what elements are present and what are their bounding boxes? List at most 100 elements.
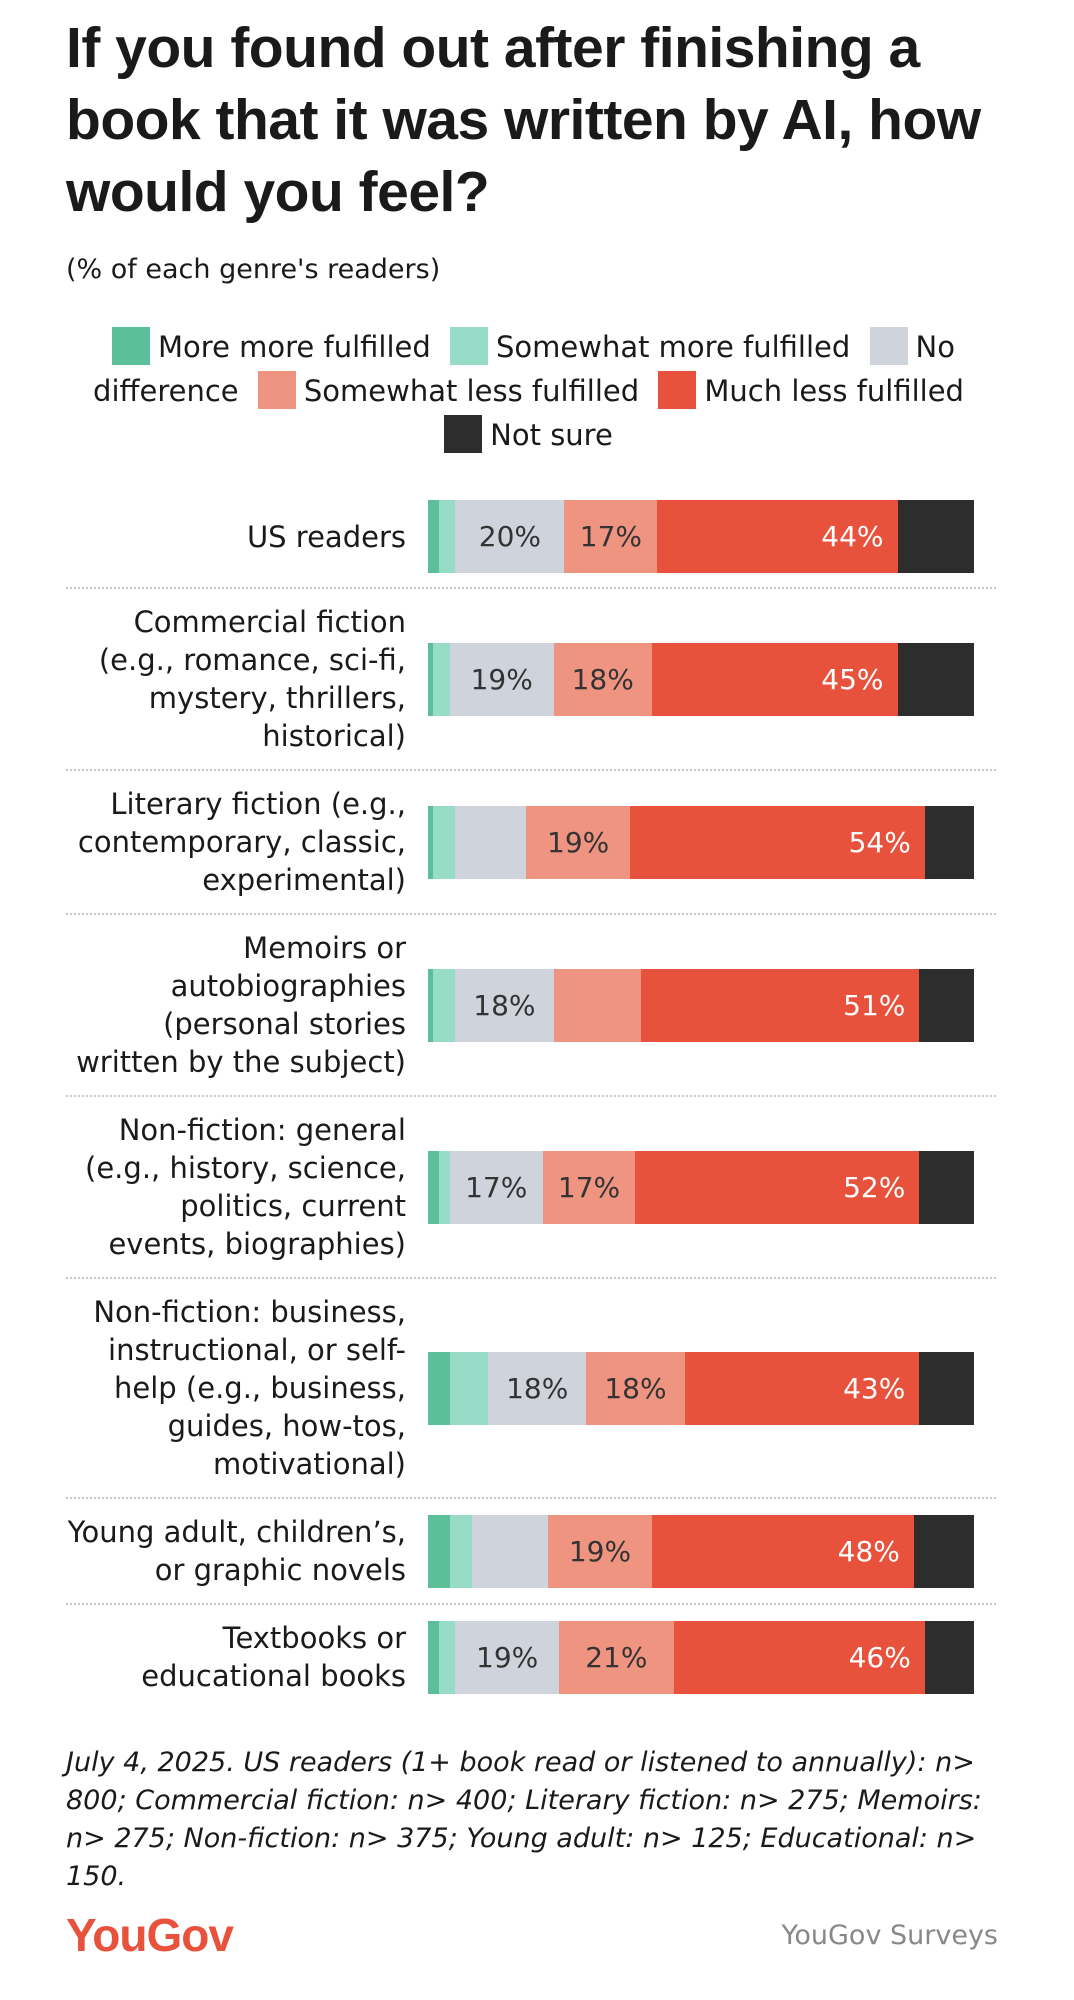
category-label: Memoirs or autobiographies (personal sto… (76, 931, 406, 1079)
bar-segment: 17% (564, 500, 658, 573)
value-label: 51% (843, 988, 906, 1022)
value-label: 19% (547, 825, 610, 859)
value-label: 17% (579, 520, 642, 553)
bar-segment (428, 1514, 450, 1588)
bar-row: Memoirs or autobiographies (personal sto… (66, 913, 996, 1095)
legend-swatch (112, 327, 151, 365)
bar-segment (449, 1351, 489, 1425)
legend-label: No difference (93, 330, 955, 408)
bar-segment (919, 1351, 974, 1425)
value-label: 20% (478, 520, 541, 553)
bar: 19% 54% (428, 805, 974, 879)
legend-item: No difference (93, 327, 955, 408)
legend-item: Somewhat more fulfilled (449, 327, 851, 365)
bar-segment (433, 968, 456, 1042)
legend-swatch (444, 415, 483, 453)
bar-segment (924, 805, 974, 879)
bar-row: Non-fiction: general (e.g., history, sci… (66, 1095, 996, 1277)
bar-segment: 45% (651, 642, 898, 716)
bar-segment (428, 500, 439, 573)
value-label: 21% (585, 1640, 648, 1674)
bar-segment: 51% (640, 968, 920, 1042)
bar-segment (438, 500, 456, 573)
bar-segment (553, 968, 641, 1042)
bar-row: Textbooks or educational books 19% 21% 46% (66, 1603, 996, 1709)
legend-swatch (257, 371, 296, 409)
bar: 19% 48% (428, 1514, 974, 1588)
category-label: Non-fiction: general (e.g., history, sci… (85, 1113, 406, 1261)
value-label: 45% (821, 662, 884, 696)
bar-segment: 18% (488, 1351, 587, 1425)
value-label: 17% (465, 1170, 528, 1204)
value-label: 19% (568, 1534, 632, 1568)
bar-segment: 21% (559, 1620, 674, 1694)
bar-row: Commercial fiction (e.g., romance, sci-f… (66, 587, 996, 769)
legend-label: More more fulfilled (158, 330, 431, 364)
legend-item: Somewhat less fulfilled (257, 371, 640, 409)
bar-segment (924, 1620, 974, 1694)
chart-title: If you found out after finishing a book … (66, 16, 981, 224)
bar-segment: 18% (553, 642, 652, 716)
category-label: Non-fiction: business, instructional, or… (93, 1295, 406, 1481)
bar-segment (428, 805, 434, 879)
legend-swatch (869, 327, 908, 365)
bar-segment: 20% (455, 500, 565, 573)
bar: 19% 21% 46% (428, 1620, 974, 1694)
value-label: 19% (470, 662, 533, 696)
bar-segment (428, 1351, 450, 1425)
bar-segment: 48% (651, 1514, 914, 1588)
bar: 17% 17% 52% (428, 1150, 974, 1224)
legend-label: Not sure (490, 418, 613, 452)
legend-item: More more fulfilled (112, 327, 431, 365)
bar-segment: 17% (449, 1150, 543, 1224)
source: YouGov Surveys (781, 1920, 998, 1951)
bar-segment (455, 805, 527, 879)
bar-segment (449, 1514, 472, 1588)
brand-logo: YouGov (66, 1909, 234, 1961)
bar-segment (919, 968, 974, 1042)
legend-item: Much less fulfilled (658, 371, 964, 409)
bar: 18% 18% 43% (428, 1351, 974, 1425)
subtitle: (% of each genre's readers) (66, 254, 441, 285)
bar: 19% 18% 45% (428, 642, 974, 716)
value-label: 18% (473, 988, 536, 1022)
footnote: July 4, 2025. US readers (1+ book read o… (66, 1747, 982, 1892)
bar-segment (428, 1620, 439, 1694)
category-label: Commercial fiction (e.g., romance, sci-f… (98, 605, 406, 753)
category-label: US readers (246, 519, 406, 554)
bar-segment (438, 1150, 450, 1224)
bar-segment (471, 1514, 549, 1588)
legend-swatch (449, 327, 488, 365)
bar-segment (913, 1514, 974, 1588)
legend: More more fulfilled Somewhat more fulfil… (66, 325, 1001, 457)
value-label: 19% (476, 1640, 539, 1674)
legend-item: Not sure (444, 415, 613, 453)
legend-label: Much less fulfilled (704, 374, 964, 408)
value-label: 18% (604, 1371, 667, 1405)
bar-segment (433, 805, 456, 879)
value-label: 48% (837, 1534, 900, 1568)
bar-segment (428, 968, 434, 1042)
value-label: 43% (843, 1371, 906, 1405)
category-label: Young adult, children’s, or graphic nove… (67, 1515, 406, 1587)
bar-segment: 52% (635, 1150, 920, 1224)
value-label: 18% (506, 1371, 569, 1405)
legend-swatch (658, 371, 697, 409)
bar-segment (438, 1620, 456, 1694)
bar-segment (428, 642, 434, 716)
legend-label: Somewhat more fulfilled (495, 330, 851, 364)
bar-segment (919, 1150, 974, 1224)
bar-segment: 19% (526, 805, 630, 879)
bar-segment: 19% (455, 1620, 560, 1694)
legend-label: Somewhat less fulfilled (303, 374, 640, 408)
bar-segment: 19% (449, 642, 554, 716)
bar-row: US readers 20% 17% 44% (66, 486, 996, 587)
bar-segment (897, 642, 974, 716)
bar: 18% 51% (428, 968, 974, 1042)
bar: 20% 17% 44% (428, 500, 974, 573)
bar-segment (433, 642, 450, 716)
bar-segment: 54% (629, 805, 925, 879)
category-label: Textbooks or educational books (141, 1621, 406, 1693)
bar-row: Non-fiction: business, instructional, or… (66, 1277, 996, 1497)
